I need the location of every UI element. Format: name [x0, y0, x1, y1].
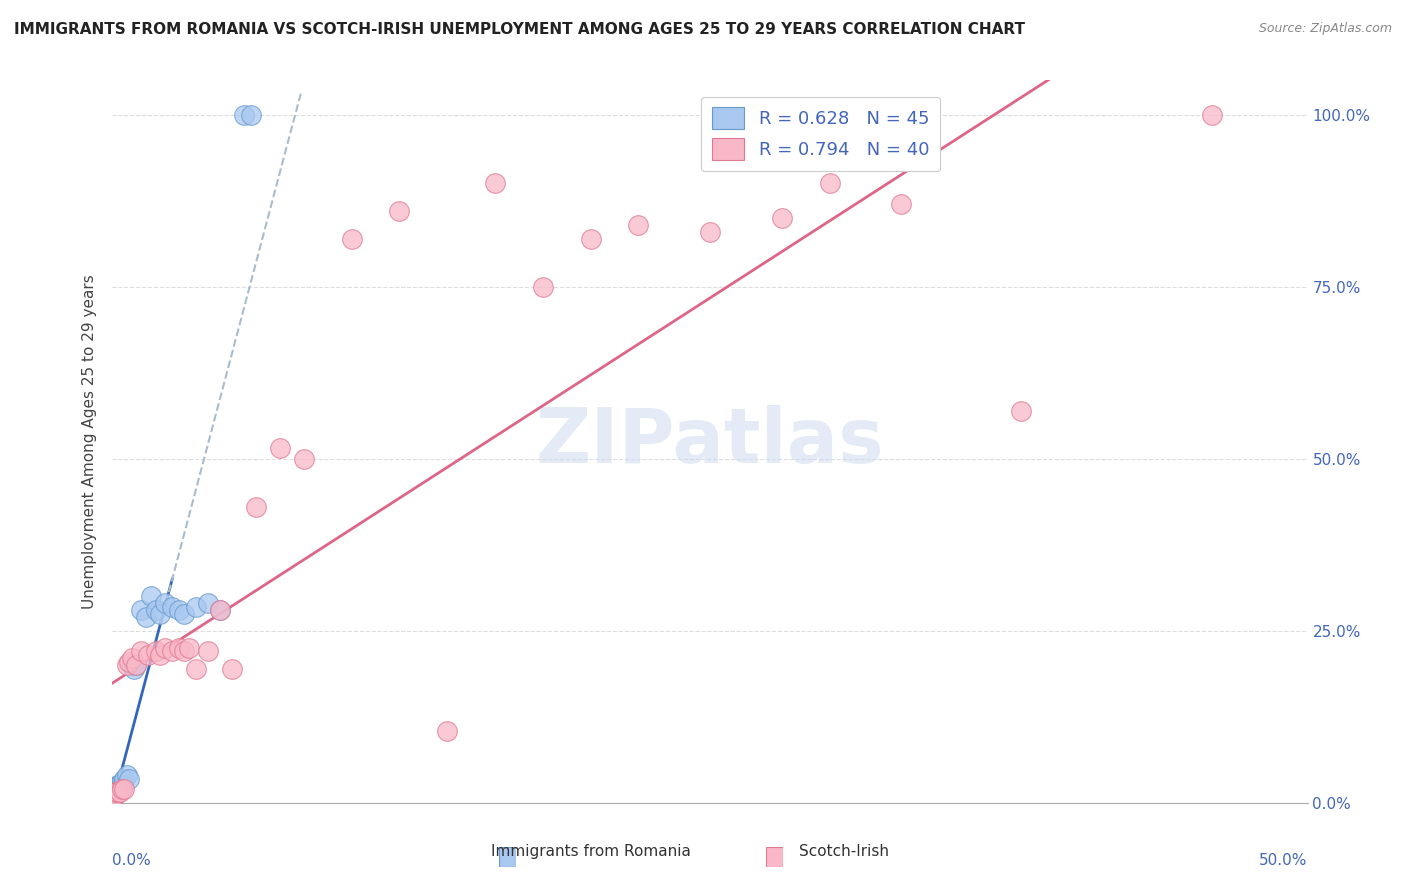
Point: [103, 789, 125, 803]
Point: [138, 648, 160, 662]
Point: [436, 723, 458, 738]
Point: [105, 785, 128, 799]
Y-axis label: Unemployment Among Ages 25 to 29 years: Unemployment Among Ages 25 to 29 years: [82, 274, 97, 609]
Point: [103, 785, 125, 799]
Point: [104, 785, 127, 799]
Legend: R = 0.628   N = 45, R = 0.794   N = 40: R = 0.628 N = 45, R = 0.794 N = 40: [702, 96, 941, 171]
Point: [209, 603, 232, 617]
Point: [197, 644, 219, 658]
Point: [121, 651, 143, 665]
Point: [105, 785, 128, 799]
Point: [233, 108, 256, 122]
Point: [104, 788, 127, 802]
Point: [162, 599, 183, 614]
Point: [118, 655, 141, 669]
Point: [1010, 403, 1032, 417]
Point: [108, 780, 131, 795]
Point: [114, 772, 135, 786]
Point: [108, 782, 131, 797]
Point: [1201, 108, 1223, 122]
Point: [186, 599, 208, 614]
Point: [340, 231, 363, 245]
Text: ZIPatlas: ZIPatlas: [536, 405, 884, 478]
Point: [125, 658, 148, 673]
Point: [135, 610, 157, 624]
Point: [105, 779, 128, 793]
Text: 50.0%: 50.0%: [1260, 854, 1308, 869]
Point: [114, 782, 135, 797]
Point: [115, 658, 138, 673]
Point: [108, 785, 131, 799]
Point: [105, 782, 128, 797]
Point: [139, 590, 162, 604]
Point: [121, 658, 143, 673]
Point: [221, 662, 243, 676]
Point: [104, 782, 127, 797]
Text: Source: ZipAtlas.com: Source: ZipAtlas.com: [1258, 22, 1392, 36]
Point: [107, 782, 129, 797]
Point: [770, 211, 793, 225]
Point: [122, 662, 145, 676]
Text: Scotch-Irish: Scotch-Irish: [799, 845, 889, 859]
Point: [104, 788, 127, 802]
Point: [145, 603, 167, 617]
Point: [153, 640, 176, 655]
Point: [103, 789, 125, 803]
Point: [104, 779, 127, 793]
Point: [173, 644, 195, 658]
Point: [245, 500, 267, 514]
Point: [699, 225, 721, 239]
Point: [186, 662, 208, 676]
Point: [292, 451, 315, 466]
Point: [388, 204, 411, 219]
Point: [240, 108, 263, 122]
Point: [104, 785, 127, 799]
Point: [209, 603, 232, 617]
Point: [105, 782, 128, 797]
Point: [484, 177, 506, 191]
Point: [112, 779, 135, 793]
Point: [149, 648, 172, 662]
Point: [162, 644, 183, 658]
Point: [103, 789, 125, 803]
Point: [105, 785, 128, 799]
Point: [129, 603, 152, 617]
Text: Immigrants from Romania: Immigrants from Romania: [491, 845, 690, 859]
Point: [531, 279, 554, 293]
Point: [115, 768, 138, 782]
Point: [105, 785, 128, 799]
Point: [129, 644, 152, 658]
Point: [177, 640, 200, 655]
Point: [125, 658, 148, 673]
Point: [108, 776, 131, 790]
Point: [118, 772, 141, 786]
Point: [627, 218, 650, 232]
Point: [111, 782, 134, 797]
Point: [153, 596, 176, 610]
Point: [197, 596, 219, 610]
Point: [579, 231, 602, 245]
Text: 0.0%: 0.0%: [112, 854, 152, 869]
Point: [111, 779, 134, 793]
Point: [110, 779, 132, 793]
Point: [103, 788, 125, 802]
Point: [103, 789, 125, 803]
Point: [111, 775, 134, 789]
Point: [169, 603, 191, 617]
Point: [104, 783, 127, 797]
Text: IMMIGRANTS FROM ROMANIA VS SCOTCH-IRISH UNEMPLOYMENT AMONG AGES 25 TO 29 YEARS C: IMMIGRANTS FROM ROMANIA VS SCOTCH-IRISH …: [14, 22, 1025, 37]
Point: [103, 785, 125, 799]
Point: [890, 197, 912, 211]
Point: [818, 177, 841, 191]
Point: [149, 607, 172, 621]
Point: [269, 442, 291, 456]
Point: [173, 607, 195, 621]
Point: [169, 640, 191, 655]
Point: [145, 644, 167, 658]
